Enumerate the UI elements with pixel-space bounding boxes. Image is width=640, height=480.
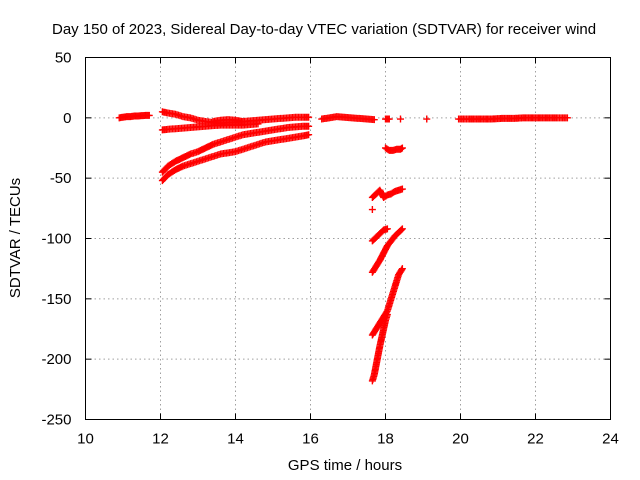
chart-title: Day 150 of 2023, Sidereal Day-to-day VTE… (52, 21, 596, 38)
data-point (383, 311, 391, 319)
x-tick-label: 12 (152, 431, 169, 448)
y-tick-label: -250 (41, 412, 71, 429)
data-point (145, 111, 153, 119)
data-series (115, 111, 153, 122)
data-point (398, 266, 406, 274)
y-axis-label: SDTVAR / TECUs (7, 178, 24, 298)
x-tick-label: 22 (527, 431, 544, 448)
y-tick-label: -50 (50, 170, 72, 187)
data-point (305, 122, 313, 130)
data-series (368, 265, 406, 339)
x-tick-label: 18 (377, 431, 394, 448)
y-tick-label: 0 (63, 110, 71, 127)
x-tick-label: 20 (452, 431, 469, 448)
data-series (397, 115, 404, 123)
y-tick-label: -150 (41, 291, 71, 308)
data-series (455, 114, 571, 123)
data-series (318, 113, 378, 124)
data-series (368, 225, 406, 276)
data-point (254, 120, 262, 128)
data-point (305, 113, 313, 121)
data-point (385, 115, 393, 123)
data-series (158, 122, 313, 176)
data-series (368, 185, 406, 201)
axis-ticks: 10 12 14 16 18 20 22 24 50 0 -50 -100 -150 -200 -250 (41, 50, 618, 448)
y-tick-label: -200 (41, 351, 71, 368)
data-series (368, 225, 391, 245)
x-tick-label: 24 (602, 431, 619, 448)
x-tick-label: 16 (302, 431, 319, 448)
data-series (382, 115, 393, 123)
data-series (382, 144, 406, 154)
data-point (398, 225, 406, 233)
data-point (398, 144, 406, 152)
x-tick-label: 10 (77, 431, 94, 448)
x-axis-label: GPS time / hours (288, 457, 402, 474)
y-tick-label: 50 (55, 50, 72, 67)
data-marks (115, 108, 571, 385)
data-point (383, 225, 391, 233)
data-series (209, 116, 247, 125)
data-point (305, 131, 313, 139)
data-series (368, 311, 391, 385)
y-tick-label: -100 (41, 231, 71, 248)
data-point (370, 116, 378, 124)
data-point (398, 185, 406, 193)
data-point (397, 226, 405, 234)
data-series (158, 131, 313, 185)
data-series (368, 206, 376, 214)
data-point (239, 117, 247, 125)
data-point (423, 115, 431, 123)
data-point (398, 265, 406, 273)
data-point (563, 114, 571, 122)
data-point (368, 206, 376, 214)
data-point (397, 115, 404, 123)
data-series (423, 115, 431, 123)
x-tick-label: 14 (227, 431, 244, 448)
